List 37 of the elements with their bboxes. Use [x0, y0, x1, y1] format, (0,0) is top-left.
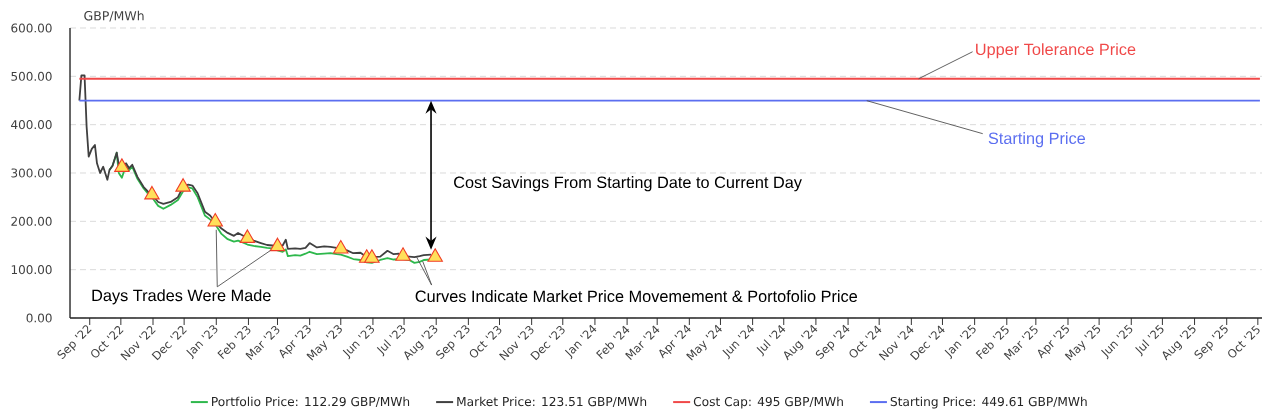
- point: [239, 229, 256, 243]
- x-tick-label: Jul '25: [1135, 324, 1164, 357]
- annotation: Upper Tolerance Price: [976, 43, 1136, 59]
- y-axis-title: GBP/MWh: [84, 10, 144, 22]
- y-tick-label: 500.00: [11, 71, 52, 81]
- point: [207, 212, 223, 227]
- legend-label: Market Price: 123.51 GBP/MWh: [457, 396, 647, 408]
- point: [333, 240, 349, 254]
- point: [114, 158, 130, 172]
- x-tick-label: Jan '25: [944, 324, 976, 360]
- point: [364, 249, 380, 263]
- y-tick-label: 100.00: [11, 265, 52, 275]
- annotation: Curves Indicate Market Price Movemement & Portofolio Price: [415, 290, 858, 303]
- point: [427, 248, 443, 262]
- y-tick-label: 400.00: [11, 120, 52, 130]
- legend-label: Starting Price: 449.61 GBP/MWh: [890, 396, 1087, 409]
- y-tick-label: 300.00: [11, 168, 52, 178]
- legend-label: Portfolio Price: 112.29 GBP/MWh: [212, 396, 410, 408]
- y-tick-label: 0.00: [26, 313, 52, 323]
- x-tick-label: Jun '23: [342, 325, 375, 360]
- x-tick-label: Sep '23: [436, 325, 470, 360]
- annotation: Days Trades Were Made: [92, 289, 271, 305]
- y-tick-label: 600.00: [11, 23, 52, 33]
- legend-label: Cost Cap: 495 GBP/MWh: [693, 396, 843, 409]
- y-tick-label: 200.00: [11, 216, 52, 226]
- point: [144, 185, 160, 200]
- point: [269, 237, 286, 252]
- point: [395, 247, 411, 261]
- x-tick-label: Sep '22: [57, 325, 92, 360]
- x-tick-label: Jun '24: [722, 324, 755, 360]
- x-tick-label: Oct '25: [1228, 325, 1260, 358]
- x-tick-label: Jun '25: [1101, 324, 1133, 360]
- x-tick-label: Jan '24: [564, 324, 597, 360]
- x-tick-label: Jan '23: [186, 325, 218, 360]
- point: [175, 178, 191, 192]
- annotation: Cost Savings From Starting Date to Current Day: [454, 176, 802, 192]
- annotation: Starting Price: [988, 132, 1086, 148]
